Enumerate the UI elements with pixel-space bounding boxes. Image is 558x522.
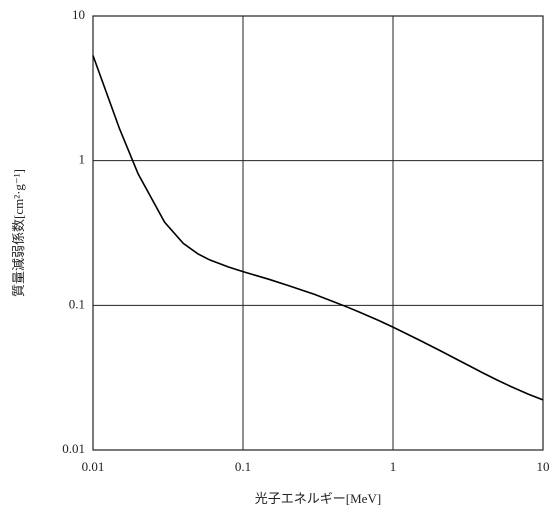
x-tick-label: 10 bbox=[537, 459, 550, 474]
y-tick-label: 10 bbox=[72, 7, 85, 22]
y-tick-label: 1 bbox=[79, 152, 86, 167]
data-line bbox=[92, 55, 544, 401]
y-tick-label: 0.1 bbox=[69, 296, 85, 311]
x-axis-label: 光子エネルギー[MeV] bbox=[255, 491, 381, 506]
x-tick-label: 0.1 bbox=[235, 459, 251, 474]
plot-frame bbox=[92, 15, 544, 451]
y-axis-label: 質量減弱係数[cm²·g⁻¹] bbox=[11, 169, 26, 297]
x-tick-label: 0.01 bbox=[82, 459, 105, 474]
x-tick-label: 1 bbox=[390, 459, 397, 474]
y-tick-label: 0.01 bbox=[62, 441, 85, 456]
